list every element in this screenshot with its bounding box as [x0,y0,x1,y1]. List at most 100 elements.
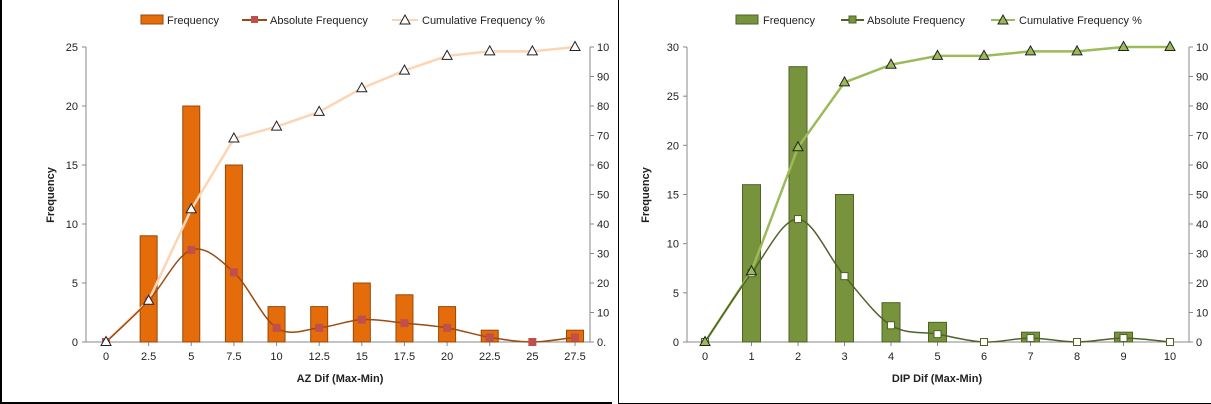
dip-legend-bar-label: Frequency [763,15,815,27]
az-absolute-marker [400,319,409,328]
dip-cumulative-marker [1024,44,1037,56]
dip-x-tick-label: 4 [888,351,894,363]
az-legend-abs-label: Absolute Frequency [270,15,368,27]
az-cumulative-marker [483,44,496,56]
az-x-tick-label: 20 [441,351,453,363]
dip-x-tick-label: 7 [1027,351,1033,363]
az-absolute-marker [315,323,324,332]
dip-legend-cum-label: Cumulative Frequency % [1019,15,1142,27]
az-frequency-bar [352,282,371,343]
az-x-axis-title: AZ Dif (Max-Min) [297,373,384,385]
dip-cumulative-line [703,45,1170,343]
dip-cumulative-marker [1117,40,1130,51]
az-x-tick-label: 5 [188,351,194,363]
az-y2-tick-label: 50 [597,190,609,202]
az-legend-cum-marker [399,13,411,25]
dip-y2-tick-label: 60 [1196,160,1208,172]
az-absolute-marker [443,323,452,332]
dip-absolute-marker [1119,334,1128,343]
az-cumulative-marker [441,49,453,60]
az-y-axis-title: Frequency [45,166,57,223]
dip-absolute-marker [887,321,895,330]
az-y2-tick-label: 30 [597,249,609,261]
dip-y2-tick-label: 0 [1196,337,1202,349]
az-cumulative-marker [355,81,368,93]
dip-y2-tick-label: 10 [1196,308,1208,320]
dip-y-axis-title: Frequency [640,166,652,223]
dip-frequency-bar [742,184,761,343]
az-absolute-marker [528,338,537,346]
az-legend-abs-marker [251,16,258,23]
az-x-tick-label: 22.5 [479,351,500,363]
dip-x-tick-label: 9 [1120,351,1126,363]
dip-x-tick-label: 1 [748,351,754,363]
az-y-tick-label: 15 [66,160,78,172]
dip-y-tick-label: 30 [667,42,679,54]
panel-separator [612,0,618,404]
dip-absolute-line [704,218,1171,343]
az-y-tick-label: 25 [66,42,78,54]
dip-x-tick-label: 8 [1074,351,1080,363]
dip-y2-tick-label: 80 [1196,101,1208,113]
dip-legend-abs-marker [848,15,857,24]
dip-x-axis-title: DIP Dif (Max-Min) [892,373,983,385]
az-y2-tick-label: 90 [597,72,609,84]
az-cumulative-marker [313,105,326,116]
az-x-tick-label: 10 [270,351,282,363]
az-y2-tick-label: 40 [597,219,609,231]
az-absolute-marker [571,333,579,342]
dip-absolute-marker [933,330,942,339]
az-x-tick-label: 12.5 [308,351,329,363]
az-cumulative-line [105,45,576,343]
dip-y2-tick-label: 30 [1196,249,1208,261]
dip-y2-tick-label: 20 [1196,278,1208,290]
az-frequency-bar [224,164,243,343]
dip-cumulative-marker [885,58,897,69]
dip-absolute-marker [980,338,988,346]
az-legend-bar-label: Frequency [167,15,219,27]
az-absolute-line [105,248,576,343]
az-legend-cum-label: Cumulative Frequency % [422,15,545,27]
az-y2-tick-label: 10 [597,42,609,54]
dip-cumulative-marker [699,335,711,346]
az-frequency-bar [182,105,201,343]
dip-legend: Frequency Absolute Frequency Cumulative … [735,13,1142,27]
dip-y2-tick-label: 10 [1196,42,1208,54]
dip-cumulative-marker [1164,40,1176,51]
dip-x-tick-label: 6 [981,351,987,363]
az-chart: Frequency Absolute Frequency Cumulative … [45,13,609,385]
dip-cumulative-marker [792,140,804,152]
az-y2-tick-label: 80 [597,101,609,113]
az-x-tick-label: 17.5 [394,351,415,363]
dip-chart: Frequency Absolute Frequency Cumulative … [640,13,1208,385]
az-legend: Frequency Absolute Frequency Cumulative … [140,13,545,27]
dip-legend-cum-marker [997,13,1009,25]
az-x-tick-label: 7.5 [226,351,241,363]
az-y2-tick-label: 60 [597,160,609,172]
dip-y2-tick-label: 50 [1196,190,1208,202]
dip-absolute-marker [840,272,849,281]
az-cumulative-marker [270,120,283,131]
az-cumulative-marker [228,131,240,143]
dip-y2-tick-label: 40 [1196,219,1208,231]
az-y-tick-label: 5 [72,278,78,290]
dip-y-tick-label: 20 [667,140,679,152]
dip-y2-tick-label: 90 [1196,72,1208,84]
az-x-tick-label: 15 [356,351,368,363]
az-absolute-marker [272,323,281,332]
az-x-tick-label: 0 [103,351,109,363]
dip-x-tick-label: 10 [1164,351,1176,363]
dip-y-tick-label: 25 [667,91,679,103]
az-y-tick-label: 0 [72,337,78,349]
az-y-tick-label: 20 [66,101,78,113]
dip-legend-bar-swatch [735,14,759,25]
az-y2-tick-label: 0. [597,337,606,349]
dip-chart-panel: Frequency Absolute Frequency Cumulative … [618,0,1211,404]
az-absolute-marker [229,268,238,277]
az-y-tick-label: 10 [66,219,78,231]
dip-legend-abs-label: Absolute Frequency [867,15,965,27]
az-y2-tick-label: 70 [597,131,609,143]
az-cumulative-marker [100,335,112,346]
az-y2-tick-label: 10 [597,308,609,320]
az-absolute-marker [485,333,494,342]
